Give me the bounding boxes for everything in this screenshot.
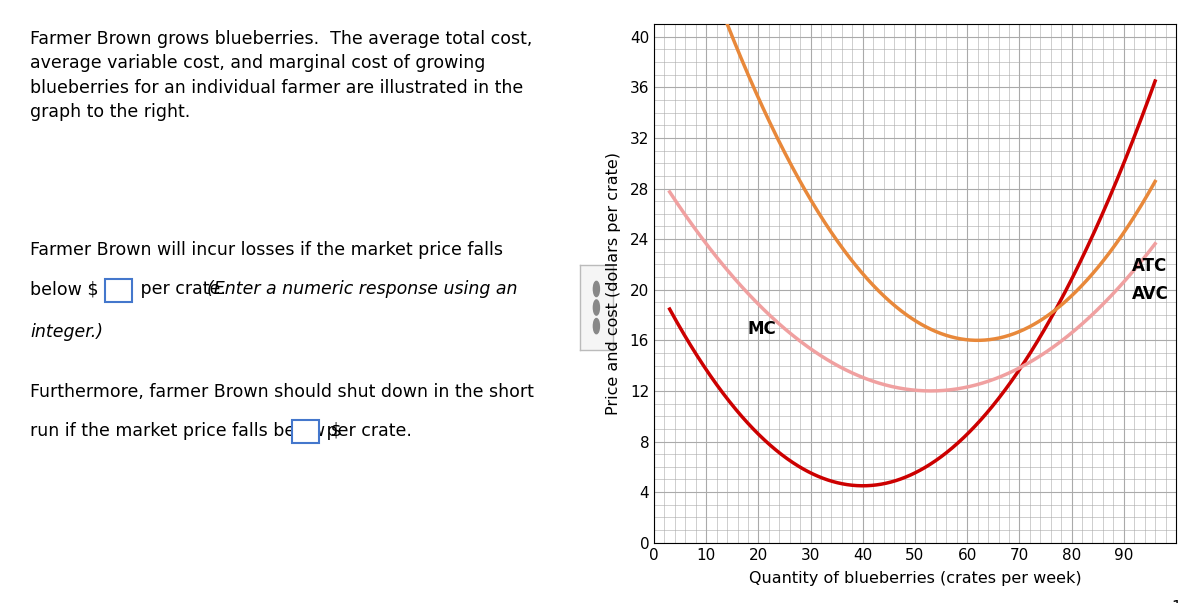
Bar bbox=[106, 279, 132, 302]
Text: Furthermore, farmer Brown should shut down in the short: Furthermore, farmer Brown should shut do… bbox=[30, 383, 534, 401]
Text: (Enter a numeric response using an: (Enter a numeric response using an bbox=[206, 280, 517, 298]
Text: integer.): integer.) bbox=[30, 323, 103, 341]
Bar bbox=[293, 420, 319, 443]
Text: AVC: AVC bbox=[1132, 285, 1169, 303]
Circle shape bbox=[593, 300, 600, 315]
Y-axis label: Price and cost (dollars per crate): Price and cost (dollars per crate) bbox=[606, 152, 622, 415]
Text: 1: 1 bbox=[1171, 599, 1181, 603]
X-axis label: Quantity of blueberries (crates per week): Quantity of blueberries (crates per week… bbox=[749, 571, 1081, 586]
Text: per crate.: per crate. bbox=[134, 280, 240, 298]
Text: below $: below $ bbox=[30, 280, 98, 298]
Circle shape bbox=[593, 318, 600, 333]
Circle shape bbox=[593, 282, 600, 297]
Text: MC: MC bbox=[748, 320, 776, 338]
Text: Farmer Brown will incur losses if the market price falls: Farmer Brown will incur losses if the ma… bbox=[30, 241, 503, 259]
Text: run if the market price falls below $: run if the market price falls below $ bbox=[30, 422, 342, 440]
Text: ATC: ATC bbox=[1132, 257, 1166, 275]
Text: per crate.: per crate. bbox=[322, 422, 412, 440]
Text: Farmer Brown grows blueberries.  The average total cost,
average variable cost, : Farmer Brown grows blueberries. The aver… bbox=[30, 30, 533, 121]
